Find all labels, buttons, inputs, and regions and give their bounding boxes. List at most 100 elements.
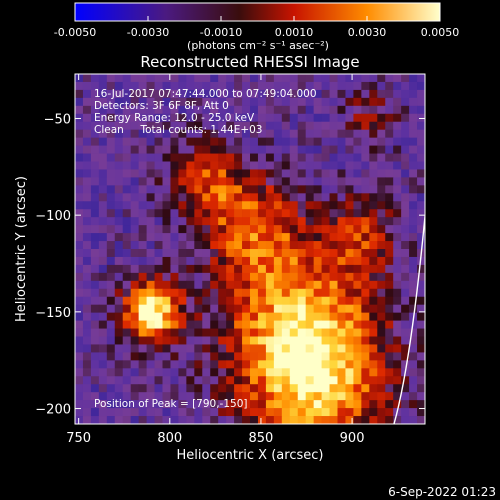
- heatmap-cell: [281, 105, 291, 115]
- heatmap-cell: [337, 105, 346, 115]
- heatmap-cell: [281, 392, 291, 401]
- heatmap-cell: [305, 264, 315, 274]
- heatmap-cell: [82, 97, 92, 107]
- heatmap-cell: [82, 408, 92, 417]
- heatmap-cell: [337, 169, 346, 178]
- heatmap-cell: [114, 344, 124, 353]
- heatmap-cell: [130, 392, 140, 401]
- heatmap-cell: [305, 145, 315, 154]
- heatmap-cell: [122, 241, 132, 250]
- heatmap-cell: [321, 344, 330, 353]
- heatmap-cell: [377, 217, 386, 226]
- heatmap-cell: [154, 81, 163, 91]
- heatmap-cell: [210, 312, 219, 321]
- heatmap-cell: [178, 264, 187, 274]
- heatmap-cell: [377, 81, 386, 91]
- heatmap-cell: [218, 280, 227, 290]
- heatmap-cell: [130, 241, 140, 250]
- heatmap-cell: [106, 169, 116, 178]
- heatmap-cell: [273, 225, 283, 234]
- heatmap-cell: [361, 249, 370, 258]
- heatmap-cell: [130, 137, 140, 146]
- heatmap-cell: [321, 217, 330, 226]
- heatmap-cell: [265, 392, 275, 401]
- heatmap-cell: [162, 193, 171, 202]
- heatmap-cell: [265, 97, 275, 107]
- heatmap-cell: [202, 129, 211, 139]
- heatmap-cell: [242, 392, 251, 401]
- heatmap-cell: [194, 288, 203, 298]
- heatmap-cell: [234, 416, 243, 424]
- heatmap-cell: [337, 89, 346, 99]
- heatmap-cell: [170, 153, 179, 162]
- heatmap-cell: [98, 105, 108, 115]
- heatmap-cell: [114, 416, 124, 424]
- heatmap-cell: [257, 233, 267, 242]
- heatmap-cell: [122, 105, 132, 115]
- heatmap-cell: [417, 272, 425, 282]
- heatmap-cell: [90, 392, 100, 401]
- heatmap-cell: [146, 169, 155, 178]
- heatmap-cell: [417, 392, 425, 401]
- x-axis-label: Heliocentric X (arcsec): [177, 448, 324, 463]
- heatmap-cell: [345, 145, 354, 154]
- heatmap-cell: [146, 177, 155, 186]
- heatmap-cell: [194, 368, 203, 377]
- heatmap-cell: [281, 169, 291, 178]
- heatmap-cell: [369, 89, 378, 99]
- heatmap-cell: [202, 352, 211, 361]
- heatmap-cell: [114, 233, 124, 242]
- heatmap-cell: [122, 74, 132, 83]
- heatmap-cell: [114, 336, 124, 345]
- heatmap-cell: [273, 368, 283, 377]
- heatmap-cell: [345, 217, 354, 226]
- heatmap-cell: [234, 336, 243, 345]
- heatmap-cell: [242, 193, 251, 202]
- heatmap-cell: [321, 169, 330, 178]
- heatmap-cell: [273, 249, 283, 258]
- heatmap-cell: [265, 185, 275, 194]
- heatmap-cell: [289, 336, 299, 345]
- heatmap-cell: [210, 249, 219, 258]
- heatmap-cell: [98, 153, 108, 162]
- heatmap-cell: [242, 336, 251, 345]
- heatmap-cell: [186, 81, 195, 91]
- heatmap-cell: [313, 249, 322, 258]
- heatmap-cell: [98, 360, 108, 369]
- heatmap-cell: [369, 185, 378, 194]
- heatmap-cell: [257, 193, 267, 202]
- heatmap-cell: [210, 97, 219, 107]
- heatmap-cell: [369, 113, 378, 123]
- heatmap-cell: [257, 161, 267, 170]
- heatmap-cell: [281, 225, 291, 234]
- heatmap-cell: [273, 320, 283, 329]
- heatmap-cell: [90, 249, 100, 258]
- heatmap-cell: [393, 376, 402, 385]
- heatmap-cell: [345, 264, 354, 274]
- heatmap-cell: [202, 153, 211, 162]
- heatmap-cell: [401, 225, 410, 234]
- heatmap-cell: [297, 241, 307, 250]
- heatmap-cell: [202, 360, 211, 369]
- heatmap-cell: [265, 209, 275, 218]
- heatmap-cell: [114, 97, 124, 107]
- heatmap-cell: [297, 256, 307, 266]
- axis-ticks: 750 800 850 900−50−100−150−200: [35, 74, 425, 446]
- heatmap-cell: [297, 153, 307, 162]
- heatmap-cell: [170, 328, 179, 337]
- heatmap-cell: [138, 384, 147, 393]
- heatmap-cell: [154, 304, 163, 314]
- heatmap-cell: [210, 233, 219, 242]
- heatmap-cell: [361, 408, 370, 417]
- heatmap-cell: [377, 312, 386, 321]
- heatmap-cell: [250, 105, 259, 115]
- heatmap-cell: [281, 209, 291, 218]
- heatmap-cell: [401, 392, 410, 401]
- heatmap-cell: [361, 336, 370, 345]
- heatmap-cell: [377, 320, 386, 329]
- heatmap-cell: [385, 217, 394, 226]
- heatmap-cell: [90, 121, 100, 131]
- heatmap-cell: [82, 416, 92, 424]
- heatmap-cell: [178, 177, 187, 186]
- heatmap-cell: [122, 328, 132, 337]
